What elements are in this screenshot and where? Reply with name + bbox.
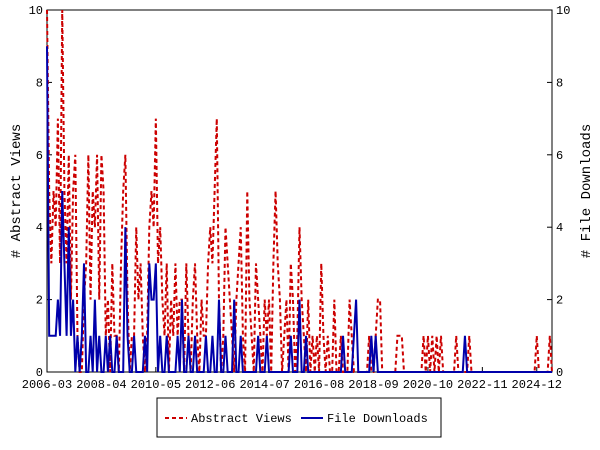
y-tick-label: 10 bbox=[29, 4, 43, 18]
legend-box bbox=[156, 397, 442, 438]
series-line bbox=[46, 9, 553, 373]
x-tick-label: 2012-06 bbox=[185, 378, 235, 392]
y2-tick-label: 10 bbox=[556, 4, 570, 18]
y-axis-title: # Abstract Views bbox=[9, 124, 25, 258]
legend-label: Abstract Views bbox=[191, 412, 292, 426]
y-tick-label: 8 bbox=[36, 76, 43, 90]
y2-tick-label: 2 bbox=[556, 294, 563, 308]
x-tick-label: 2020-10 bbox=[403, 378, 453, 392]
x-tick-label: 2014-07 bbox=[239, 378, 289, 392]
y2-tick-label: 4 bbox=[556, 221, 563, 235]
y2-tick-label: 8 bbox=[556, 76, 563, 90]
x-tick-label: 2016-08 bbox=[294, 378, 344, 392]
plot-frame bbox=[46, 9, 553, 373]
y-tick-label: 0 bbox=[36, 366, 43, 380]
y2-tick-label: 6 bbox=[556, 149, 563, 163]
x-tick-label: 2008-04 bbox=[76, 378, 126, 392]
x-tick-label: 2024-12 bbox=[512, 378, 562, 392]
x-tick-label: 2022-11 bbox=[457, 378, 507, 392]
y2-tick-label: 0 bbox=[556, 366, 563, 380]
series-line bbox=[46, 46, 552, 373]
x-tick-label: 2010-05 bbox=[131, 378, 181, 392]
x-tick-label: 2006-03 bbox=[22, 378, 72, 392]
y2-axis-title: # File Downloads bbox=[579, 124, 595, 258]
x-tick-label: 2018-09 bbox=[348, 378, 398, 392]
y-tick-label: 6 bbox=[36, 149, 43, 163]
y-tick-label: 4 bbox=[36, 221, 43, 235]
y-tick-label: 2 bbox=[36, 294, 43, 308]
legend-label: File Downloads bbox=[327, 412, 428, 426]
